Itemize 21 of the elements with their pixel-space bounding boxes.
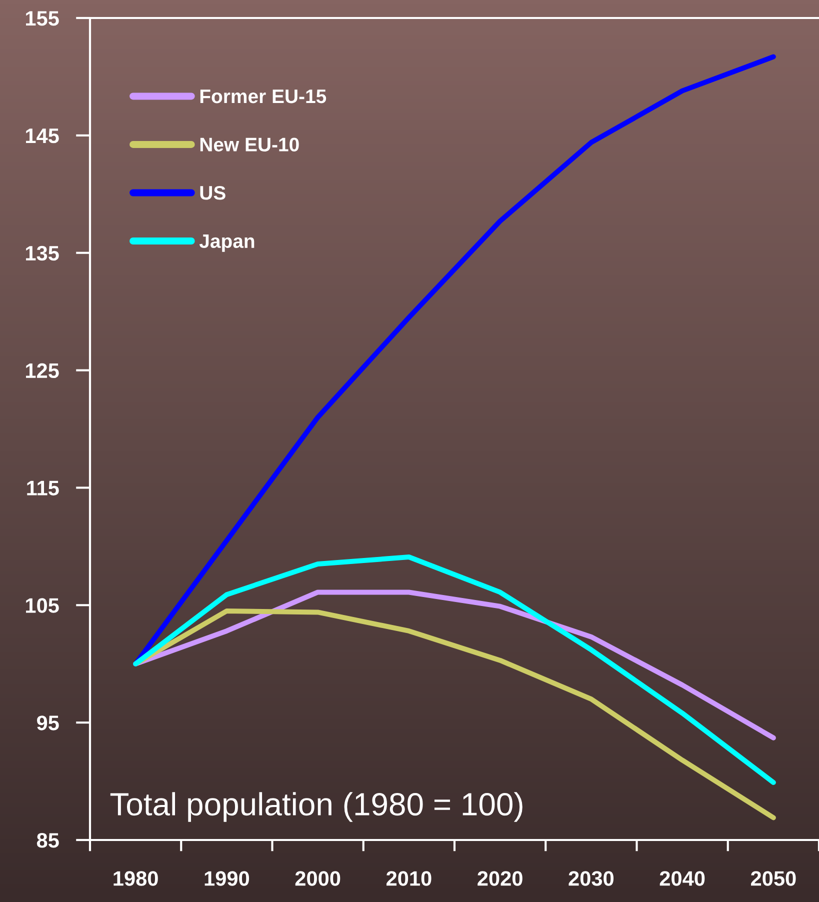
- y-tick-label: 145: [26, 128, 59, 144]
- y-tick-label: 125: [26, 363, 59, 378]
- y-tick-label: 155: [26, 11, 59, 26]
- legend-label: US: [200, 186, 226, 200]
- y-tick-label: 115: [27, 480, 59, 496]
- x-tick-label: 2030: [568, 871, 614, 886]
- text: Total population (1980 = 100): [110, 792, 522, 822]
- x-tick-label: 2000: [295, 871, 340, 886]
- x-tick-label: 1990: [204, 871, 250, 886]
- x-tick-label: 2050: [750, 871, 796, 886]
- y-tick-label: 105: [26, 598, 59, 613]
- x-tick-label: 1980: [114, 871, 158, 886]
- y-tick-label: 135: [26, 246, 59, 261]
- legend-label: Former EU-15: [200, 90, 326, 104]
- legend-label: New EU-10: [200, 138, 299, 152]
- x-tick-label: 2020: [478, 871, 522, 886]
- x-tick-label: 2040: [660, 871, 705, 886]
- y-tick-label: 95: [36, 716, 59, 730]
- legend-label: Japan: [199, 234, 254, 252]
- y-tick-label: 85: [36, 833, 59, 848]
- x-tick-label: 2010: [386, 871, 432, 886]
